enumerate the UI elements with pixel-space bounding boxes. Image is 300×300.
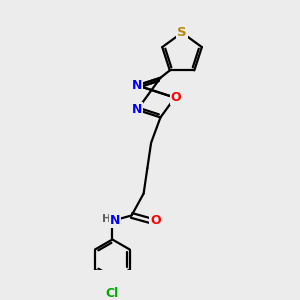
Text: O: O — [150, 214, 161, 227]
Text: N: N — [110, 214, 120, 227]
Text: N: N — [132, 79, 142, 92]
Text: O: O — [171, 91, 181, 104]
Text: Cl: Cl — [106, 287, 119, 300]
Text: S: S — [177, 26, 187, 39]
Text: H: H — [102, 214, 111, 224]
Text: N: N — [132, 103, 142, 116]
